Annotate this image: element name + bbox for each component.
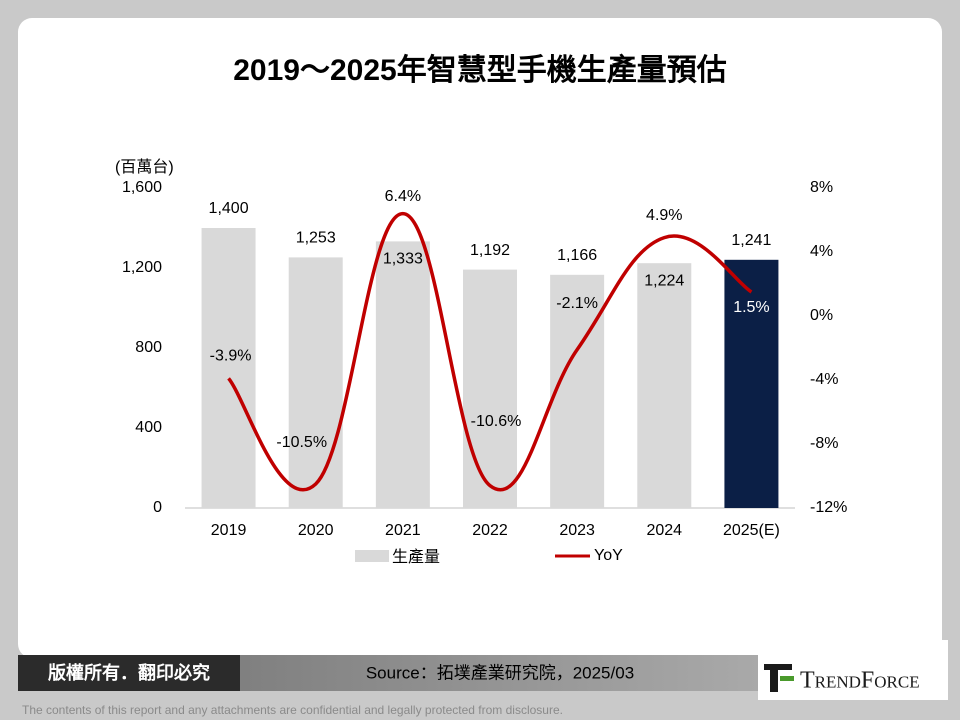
y-tick-label: 0 [153,499,162,516]
bar [375,241,430,508]
logo-mark [764,664,794,692]
source: Source：拓墣產業研究院，2025/03 [366,663,634,682]
bar [550,274,605,508]
yoy-value-label: -10.6% [471,413,522,430]
y2-tick-label: -8% [810,435,838,452]
y2-tick-label: 4% [810,243,833,260]
bar [637,263,692,508]
y2-tick-label: 0% [810,307,833,324]
yoy-value-label: -10.5% [276,434,327,451]
bar-value-label: 1,192 [470,242,510,259]
bar [724,259,779,508]
x-tick-label: 2024 [646,522,682,539]
bar-value-label: 1,333 [383,251,423,268]
yoy-value-label: -3.9% [210,348,252,365]
copyright: 版權所有．翻印必究 [48,662,210,683]
brand: TrendForce [800,668,920,694]
x-tick-label: 2020 [298,522,334,539]
y-tick-label: 400 [135,419,162,436]
yoy-value-label: 6.4% [385,188,421,205]
yoy-value-label: 4.9% [646,207,682,224]
plot: 0 400 800 1,200 1,600 -12% -8% -4% 0% 4% 8% 2019 202… [122,179,847,566]
copyright-band [18,655,240,691]
y-tick-label: 800 [135,339,162,356]
y-tick-label: 1,200 [122,259,162,276]
y2-tick-label: 8% [810,179,833,196]
legend-label: 生產量 [392,548,440,566]
y-axis-label: (百萬台) [115,158,174,176]
x-tick-label: 2022 [472,522,508,539]
x-label-box [709,517,794,543]
x-tick-label: 2021 [385,522,421,539]
bar-value-label: 1,166 [557,247,597,264]
chart-title: 2019～2025年智慧型手機生產量預估 [233,53,726,87]
bar-value-label: 1,224 [644,272,684,289]
yoy-line [227,211,753,492]
y-tick-label: 1,600 [122,179,162,196]
bar [288,257,343,508]
y2-tick-label: -4% [810,371,838,388]
bar-value-label: 1,400 [209,200,249,217]
bar [463,269,517,508]
bar-value-label: 1,241 [731,232,771,249]
legend-swatch [355,550,389,562]
x-tick-label: 2023 [559,522,595,539]
y2-tick-label: -12% [810,499,847,516]
bar [201,228,256,508]
yoy-value-label: 1.5% [733,299,769,316]
x-tick-label: 2019 [211,522,247,539]
legend-label: YoY [594,547,623,564]
yoy-value-label: -2.1% [556,295,598,312]
x-tick-label: 2025(E) [723,522,780,539]
bar-value-label: 1,253 [296,230,336,247]
disclaimer: The contents of this report and any atta… [22,703,563,717]
